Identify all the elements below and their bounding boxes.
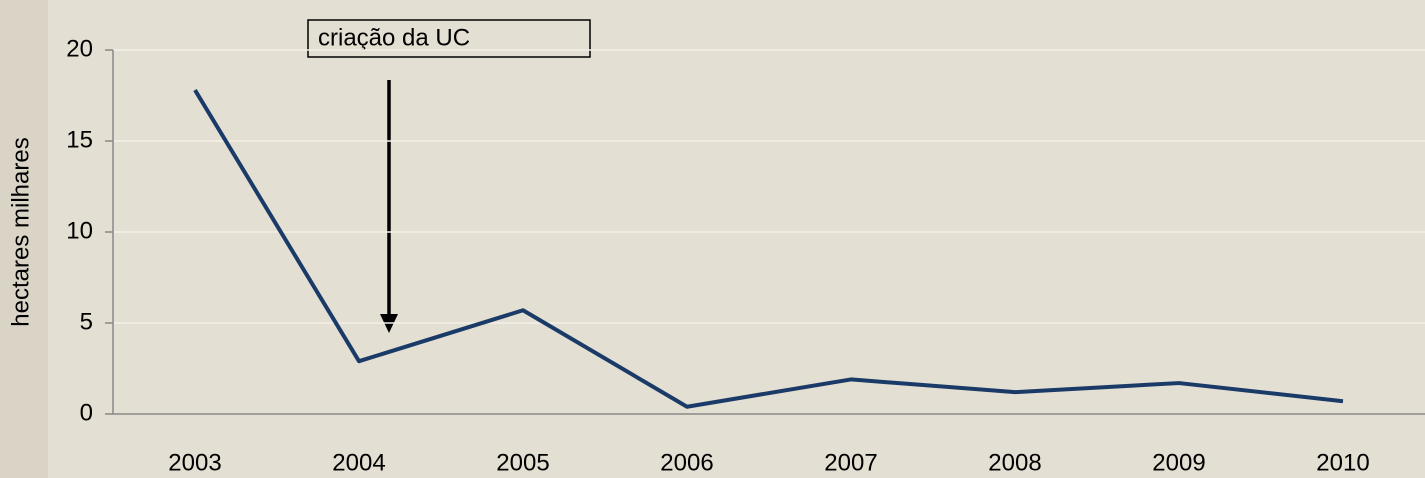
x-tick-label: 2005 — [496, 449, 549, 476]
y-axis-label: hectares milhares — [7, 137, 34, 326]
y-tick-label: 5 — [80, 308, 93, 335]
annotation-text: criação da UC — [318, 24, 470, 51]
x-tick-label: 2006 — [660, 449, 713, 476]
x-tick-label: 2009 — [1152, 449, 1205, 476]
x-tick-label: 2008 — [988, 449, 1041, 476]
data-line — [193, 89, 1344, 409]
y-tick-label: 0 — [80, 399, 93, 426]
x-tick-label: 2010 — [1316, 449, 1369, 476]
x-tick-label: 2003 — [168, 449, 221, 476]
annotation-box — [307, 19, 591, 58]
y-tick-label: 15 — [66, 126, 93, 153]
y-tick-label: 10 — [66, 217, 93, 244]
side-strip — [0, 0, 48, 478]
x-tick-label: 2007 — [824, 449, 877, 476]
x-tick-label: 2004 — [332, 449, 385, 476]
y-tick-label: 20 — [66, 35, 93, 62]
